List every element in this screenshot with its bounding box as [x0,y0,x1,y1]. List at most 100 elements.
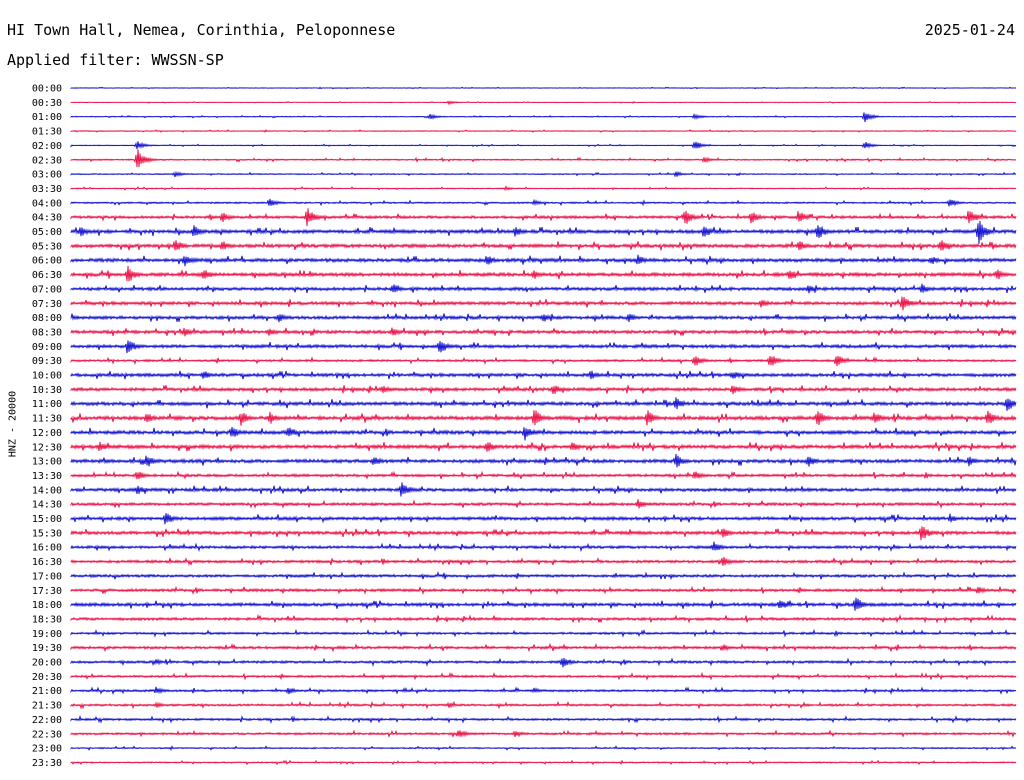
row-label: 17:00 [32,571,62,582]
trace-line [70,642,1017,653]
trace-line [70,570,1017,581]
station-title: HI Town Hall, Nemea, Corinthia, Peloponn… [7,21,396,39]
row-label: 12:30 [32,442,62,453]
row-label: 08:00 [32,313,62,324]
trace-line [70,112,1017,123]
row-label: 07:30 [32,299,62,310]
trace-line [70,729,1017,739]
date-label: 2025-01-24 [924,21,1015,39]
row-label: 07:00 [32,284,62,295]
row-label: 11:30 [32,414,62,425]
row-label: 23:00 [32,744,62,755]
trace-line [70,613,1017,624]
row-label: 14:00 [32,485,62,496]
trace-line [70,355,1017,367]
row-label: 06:30 [32,270,62,281]
row-label: 18:30 [32,614,62,625]
row-label: 14:30 [32,500,62,511]
trace-line [70,385,1017,395]
trace-line [70,541,1017,553]
trace-line [70,100,1017,106]
row-label: 03:30 [32,184,62,195]
trace-line [70,657,1017,668]
row-label: 02:00 [32,141,62,152]
row-label: 06:00 [32,256,62,267]
row-label: 04:30 [32,213,62,224]
trace-line [70,556,1017,567]
trace-line [70,759,1017,766]
row-label: 23:30 [32,758,62,769]
trace-line [70,170,1017,178]
row-label: 16:00 [32,543,62,554]
row-label: 09:30 [32,356,62,367]
trace-line [70,628,1017,638]
row-label: 21:00 [32,686,62,697]
row-label: 00:00 [32,84,62,95]
trace-line [70,745,1017,752]
trace-line [70,482,1017,497]
row-label: 09:00 [32,342,62,353]
trace-line [70,283,1017,294]
trace-line [70,254,1017,267]
trace-line [70,220,1017,244]
trace-line [70,129,1017,133]
trace-line [70,410,1017,426]
row-label: 13:30 [32,471,62,482]
row-label: 20:00 [32,658,62,669]
row-label: 18:00 [32,600,62,611]
row-label: 22:30 [32,729,62,740]
row-label: 03:00 [32,170,62,181]
trace-line [70,313,1017,323]
trace-line [70,149,1017,168]
trace-line [70,700,1017,710]
trace-line [70,585,1017,596]
row-label: 05:30 [32,241,62,252]
row-label: 17:30 [32,586,62,597]
trace-line [70,526,1017,541]
trace-line [70,86,1017,90]
trace-line [70,141,1017,150]
row-label: 00:30 [32,98,62,109]
trace-line [70,597,1017,611]
trace-line [70,397,1017,411]
trace-line [70,340,1017,354]
trace-line [70,470,1017,481]
trace-line [70,714,1017,724]
row-label: 21:30 [32,701,62,712]
row-label: 15:30 [32,528,62,539]
trace-line [70,453,1017,468]
trace-line [70,296,1017,311]
row-label: 05:00 [32,227,62,238]
trace-line [70,427,1017,441]
trace-line [70,686,1017,696]
row-label: 16:30 [32,557,62,568]
row-label: 11:00 [32,399,62,410]
row-label: 01:00 [32,112,62,123]
row-label: 12:00 [32,428,62,439]
row-label: 19:00 [32,629,62,640]
trace-line [70,265,1017,282]
row-label: 01:30 [32,127,62,138]
row-label: 10:00 [32,371,62,382]
row-label: 08:30 [32,327,62,338]
trace-line [70,185,1017,191]
row-label: 19:30 [32,643,62,654]
row-label: 22:00 [32,715,62,726]
trace-line [70,441,1017,452]
row-label: 13:00 [32,457,62,468]
trace-line [70,198,1017,207]
trace-line [70,671,1017,681]
trace-line [70,499,1017,510]
row-label: 04:00 [32,198,62,209]
row-label: 02:30 [32,155,62,166]
trace-line [70,513,1017,525]
row-label: 10:30 [32,385,62,396]
row-label: 15:00 [32,514,62,525]
trace-line [70,208,1017,227]
trace-line [70,370,1017,380]
row-label: 20:30 [32,672,62,683]
trace-line [70,240,1017,251]
filter-label: Applied filter: WWSSN-SP [7,51,224,69]
trace-line [70,327,1017,337]
